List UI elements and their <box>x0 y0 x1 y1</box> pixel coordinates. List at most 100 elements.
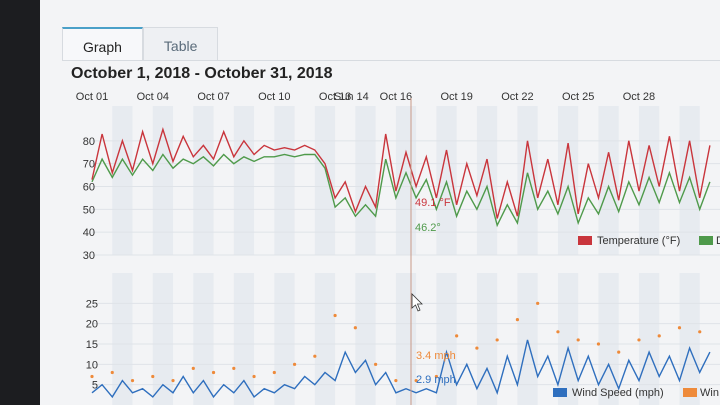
date-range-title: October 1, 2018 - October 31, 2018 <box>71 65 333 82</box>
temperature-y-tick-label: 30 <box>83 250 95 262</box>
wind-y-tick-label: 20 <box>86 319 98 331</box>
dew-point-line <box>91 153 711 228</box>
temperature-line <box>91 127 711 219</box>
day-band <box>355 273 376 405</box>
wind-gust-point <box>414 379 418 383</box>
wind-gust-legend-swatch <box>683 388 697 397</box>
wind-gust-point <box>617 350 621 354</box>
wind-speed-legend-swatch <box>553 388 567 397</box>
x-tick-label: Oct 22 <box>501 91 533 103</box>
wind-y-tick-label: 25 <box>86 298 98 310</box>
wind-speed-legend[interactable]: Wind Speed (mph) <box>553 387 664 399</box>
wind-gust-point <box>475 346 479 350</box>
day-band <box>598 106 619 255</box>
wind-gust-point <box>191 366 195 370</box>
wind-gust-point <box>252 374 256 379</box>
tab-graph[interactable]: Graph <box>62 27 143 60</box>
day-band <box>112 106 133 255</box>
wind-gust-point <box>495 338 499 342</box>
day-band <box>233 273 255 405</box>
day-band <box>314 106 336 255</box>
wind-gust-point <box>515 318 520 322</box>
wind-y-tick-label: 15 <box>86 339 98 351</box>
day-band <box>355 106 376 255</box>
day-band <box>395 273 417 405</box>
day-band <box>193 273 214 405</box>
temperature-y-tick-label: 50 <box>83 204 95 216</box>
day-band <box>557 273 579 405</box>
wind-gust-point <box>353 326 357 330</box>
wind-speed-line <box>91 339 711 399</box>
wind-gust-point <box>698 330 702 334</box>
wind-gust-point <box>677 326 682 330</box>
wind-gust-readout: 3.4 mph <box>416 350 456 362</box>
wind-gust-point <box>110 370 114 375</box>
wind-gust-point <box>657 334 661 338</box>
wind-gust-point <box>596 342 601 346</box>
wind-gust-point <box>333 313 337 318</box>
dew-point-legend[interactable]: D <box>699 235 720 247</box>
wind-gust-point <box>536 301 540 305</box>
x-tick-label: Oct 16 <box>380 91 412 103</box>
day-band <box>679 273 700 405</box>
temperature-readout: 49.1 °F <box>415 197 451 209</box>
wind-gust-point <box>455 334 459 338</box>
x-tick-label: Oct 07 <box>197 91 229 103</box>
temperature-y-tick-label: 80 <box>83 136 95 148</box>
day-band <box>638 273 660 405</box>
day-band <box>517 106 538 255</box>
day-band <box>598 273 619 405</box>
x-tick-label: Oct 19 <box>440 91 472 103</box>
dew-point-legend-label: D <box>716 235 720 247</box>
day-band <box>638 106 660 255</box>
wind-gust-point <box>272 370 276 375</box>
dew-point-legend-swatch <box>699 236 713 245</box>
day-band <box>679 106 700 255</box>
wind-gust-point <box>130 379 135 383</box>
temperature-y-tick-label: 40 <box>83 227 95 239</box>
x-tick-label: Oct 10 <box>258 91 290 103</box>
day-band <box>274 106 295 255</box>
wind-gust-point <box>211 370 216 375</box>
wind-gust-legend[interactable]: Win <box>683 387 719 399</box>
wind-gust-point <box>556 330 560 334</box>
x-tick-label: Oct 13 <box>319 91 351 103</box>
dew-point-readout: 46.2° <box>415 222 441 234</box>
temperature-legend[interactable]: Temperature (°F) <box>578 235 680 247</box>
x-tick-label: Oct 28 <box>623 91 655 103</box>
view-tabs: Graph Table <box>62 27 219 61</box>
wind-gust-point <box>232 366 236 370</box>
temperature-legend-swatch <box>578 236 592 245</box>
wind-gust-point <box>637 338 641 342</box>
x-tick-label: Sun 14 <box>334 91 369 103</box>
x-tick-label: Oct 25 <box>562 91 594 103</box>
tab-table[interactable]: Table <box>142 27 219 60</box>
day-band <box>557 106 579 255</box>
wind-gust-point <box>374 362 378 366</box>
mouse-pointer-icon <box>411 293 423 312</box>
wind-gust-point <box>394 379 398 383</box>
weather-history-panel: Graph Table October 1, 2018 - October 31… <box>40 0 720 405</box>
wind-gust-legend-label: Win <box>700 387 719 399</box>
x-tick-label: Oct 01 <box>76 91 108 103</box>
day-band <box>517 273 538 405</box>
temperature-y-tick-label: 70 <box>83 159 95 171</box>
wind-gust-point <box>576 338 580 342</box>
temperature-legend-label: Temperature (°F) <box>597 235 680 247</box>
wind-speed-readout: 2.9 mph <box>416 374 456 386</box>
wind-gust-point <box>171 379 175 383</box>
tab-divider <box>62 60 720 61</box>
day-band <box>476 273 498 405</box>
wind-y-tick-label: 10 <box>86 359 98 371</box>
wind-speed-legend-label: Wind Speed (mph) <box>572 387 664 399</box>
wind-gust-point <box>434 374 438 379</box>
temperature-y-tick-label: 60 <box>83 182 95 194</box>
wind-gust-point <box>313 354 317 358</box>
day-band <box>193 106 214 255</box>
wind-gust-point <box>292 362 297 366</box>
wind-gust-point <box>90 374 94 379</box>
day-band <box>112 273 133 405</box>
day-band <box>152 273 174 405</box>
wind-gust-point <box>151 374 155 379</box>
